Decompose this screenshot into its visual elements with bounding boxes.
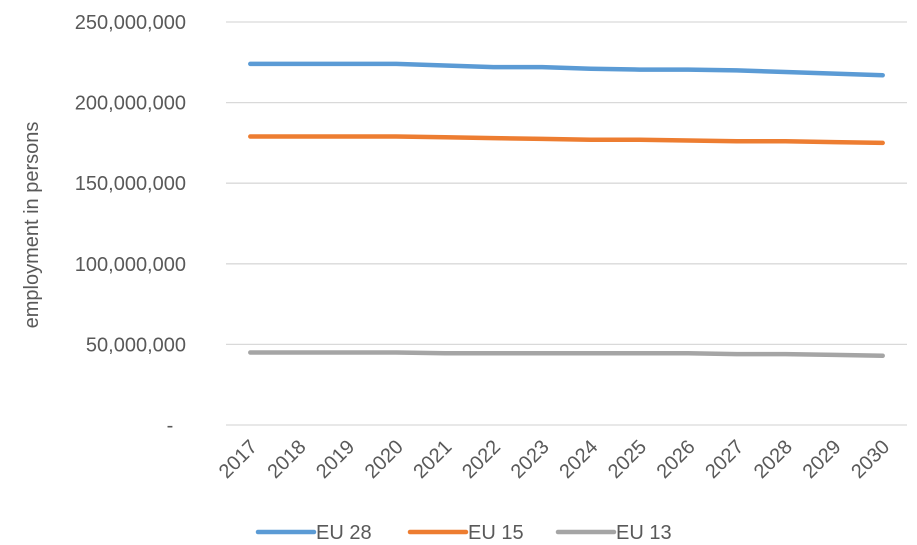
y-tick-label: 100,000,000	[75, 254, 186, 276]
y-axis-tick-labels: - 50,000,000 100,000,000 150,000,000 200,000…	[75, 12, 186, 437]
x-tick-label: 2024	[555, 436, 602, 483]
x-tick-label: 2026	[653, 436, 700, 483]
series-lines	[248, 61, 885, 358]
y-tick-label: -	[167, 415, 174, 437]
x-tick-label: 2021	[409, 436, 456, 483]
series-line-eu-28	[248, 61, 885, 78]
x-tick-label: 2027	[701, 436, 748, 483]
legend: EU 28 EU 15 EU 13	[255, 522, 672, 544]
x-tick-label: 2025	[604, 436, 651, 483]
legend-label: EU 13	[616, 522, 672, 544]
x-tick-label: 2023	[507, 436, 554, 483]
legend-label: EU 15	[468, 522, 524, 544]
x-tick-label: 2029	[799, 436, 846, 483]
x-tick-label: 2028	[750, 436, 797, 483]
y-tick-label: 150,000,000	[75, 173, 186, 195]
y-tick-label: 200,000,000	[75, 93, 186, 115]
y-axis-title: employment in persons	[21, 122, 43, 329]
gridlines	[226, 21, 907, 426]
legend-label: EU 28	[316, 522, 372, 544]
x-tick-label: 2030	[847, 436, 894, 483]
series-line-eu-13	[248, 350, 885, 358]
x-tick-label: 2020	[361, 436, 408, 483]
x-tick-label: 2018	[263, 436, 310, 483]
x-axis-tick-labels: 2017 2018 2019 2020 2021 2022 2023 2024 2025 2026…	[215, 436, 894, 483]
x-tick-label: 2017	[215, 436, 262, 483]
x-tick-label: 2022	[458, 436, 505, 483]
series-line-eu-15	[248, 134, 885, 146]
y-tick-label: 250,000,000	[75, 12, 186, 34]
y-tick-label: 50,000,000	[86, 334, 186, 356]
x-tick-label: 2019	[312, 436, 359, 483]
